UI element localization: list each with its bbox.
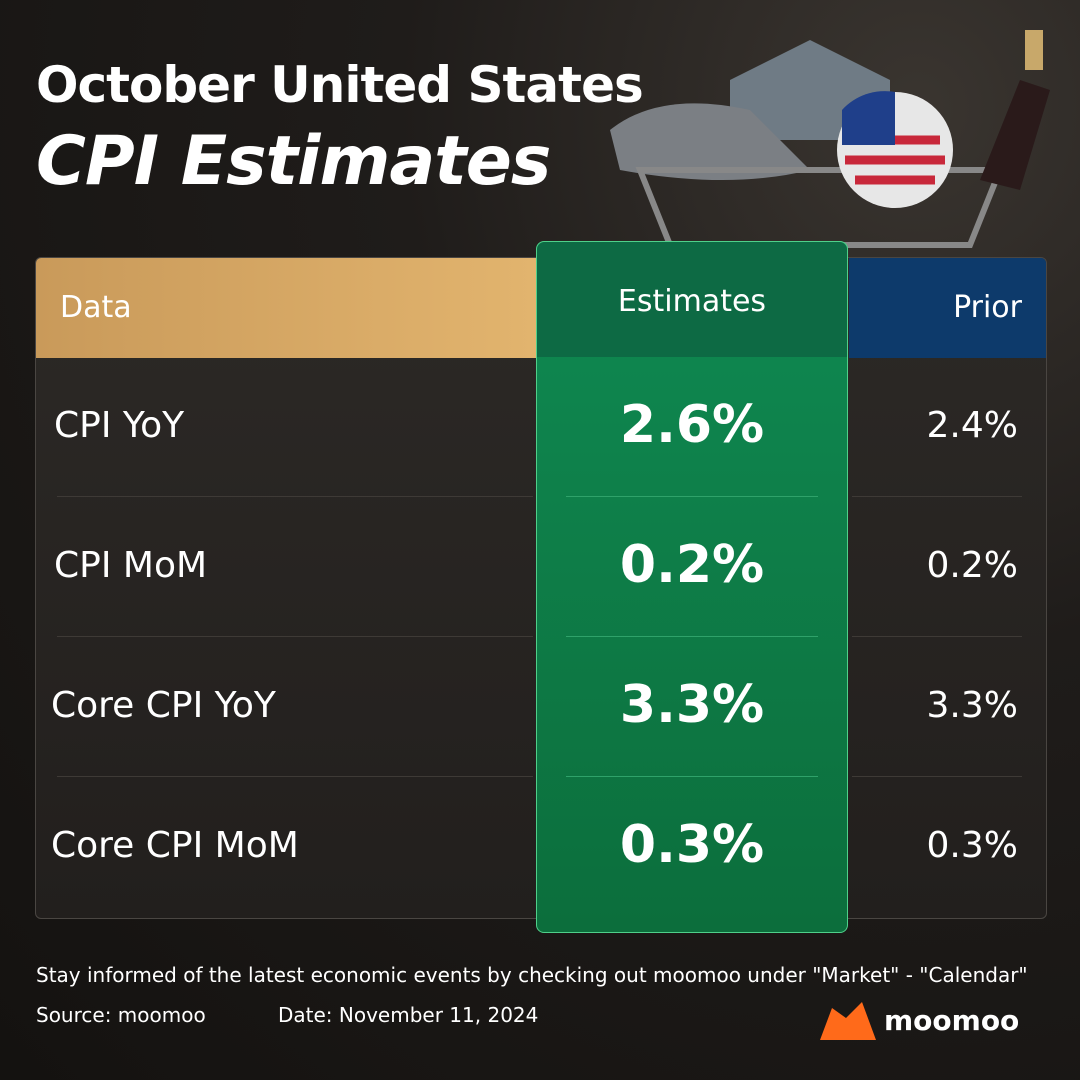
row-label: Core CPI YoY [51,685,276,726]
prior-value: 2.4% [926,405,1018,446]
row-separator [57,636,533,637]
footer-note: Stay informed of the latest economic eve… [36,963,1028,987]
row-label: CPI YoY [54,405,185,446]
estimates-header-bg [537,242,847,357]
header-data-bg [36,258,537,358]
title-line1: October United States [36,56,644,114]
estimate-value: 2.6% [619,395,765,455]
prior-value: 0.3% [926,825,1018,866]
row-separator [566,776,818,777]
row-separator [852,496,1022,497]
title-line2: CPI Estimates [36,122,551,201]
decor-illustration [610,30,1050,248]
row-separator [566,636,818,637]
row-label: Core CPI MoM [51,825,299,866]
row-separator [57,496,533,497]
source: Source: moomoo [36,1003,206,1027]
row-label: CPI MoM [54,545,208,586]
column-header: Data [60,290,132,325]
estimate-value: 0.3% [619,815,765,875]
row-separator [852,776,1022,777]
column-header: Estimates [617,284,767,319]
estimate-value: 0.2% [619,535,765,595]
prior-value: 0.2% [926,545,1018,586]
row-separator [57,776,533,777]
row-separator [852,636,1022,637]
date: Date: November 11, 2024 [278,1003,539,1027]
row-separator [566,496,818,497]
brand-name: moomoo [884,1004,1020,1037]
estimates-column: Estimates [536,241,848,933]
prior-value: 3.3% [926,685,1018,726]
estimate-value: 3.3% [619,675,765,735]
column-header: Prior [953,290,1022,325]
header-prior-bg [849,258,1046,358]
brand-logo [820,1002,876,1040]
